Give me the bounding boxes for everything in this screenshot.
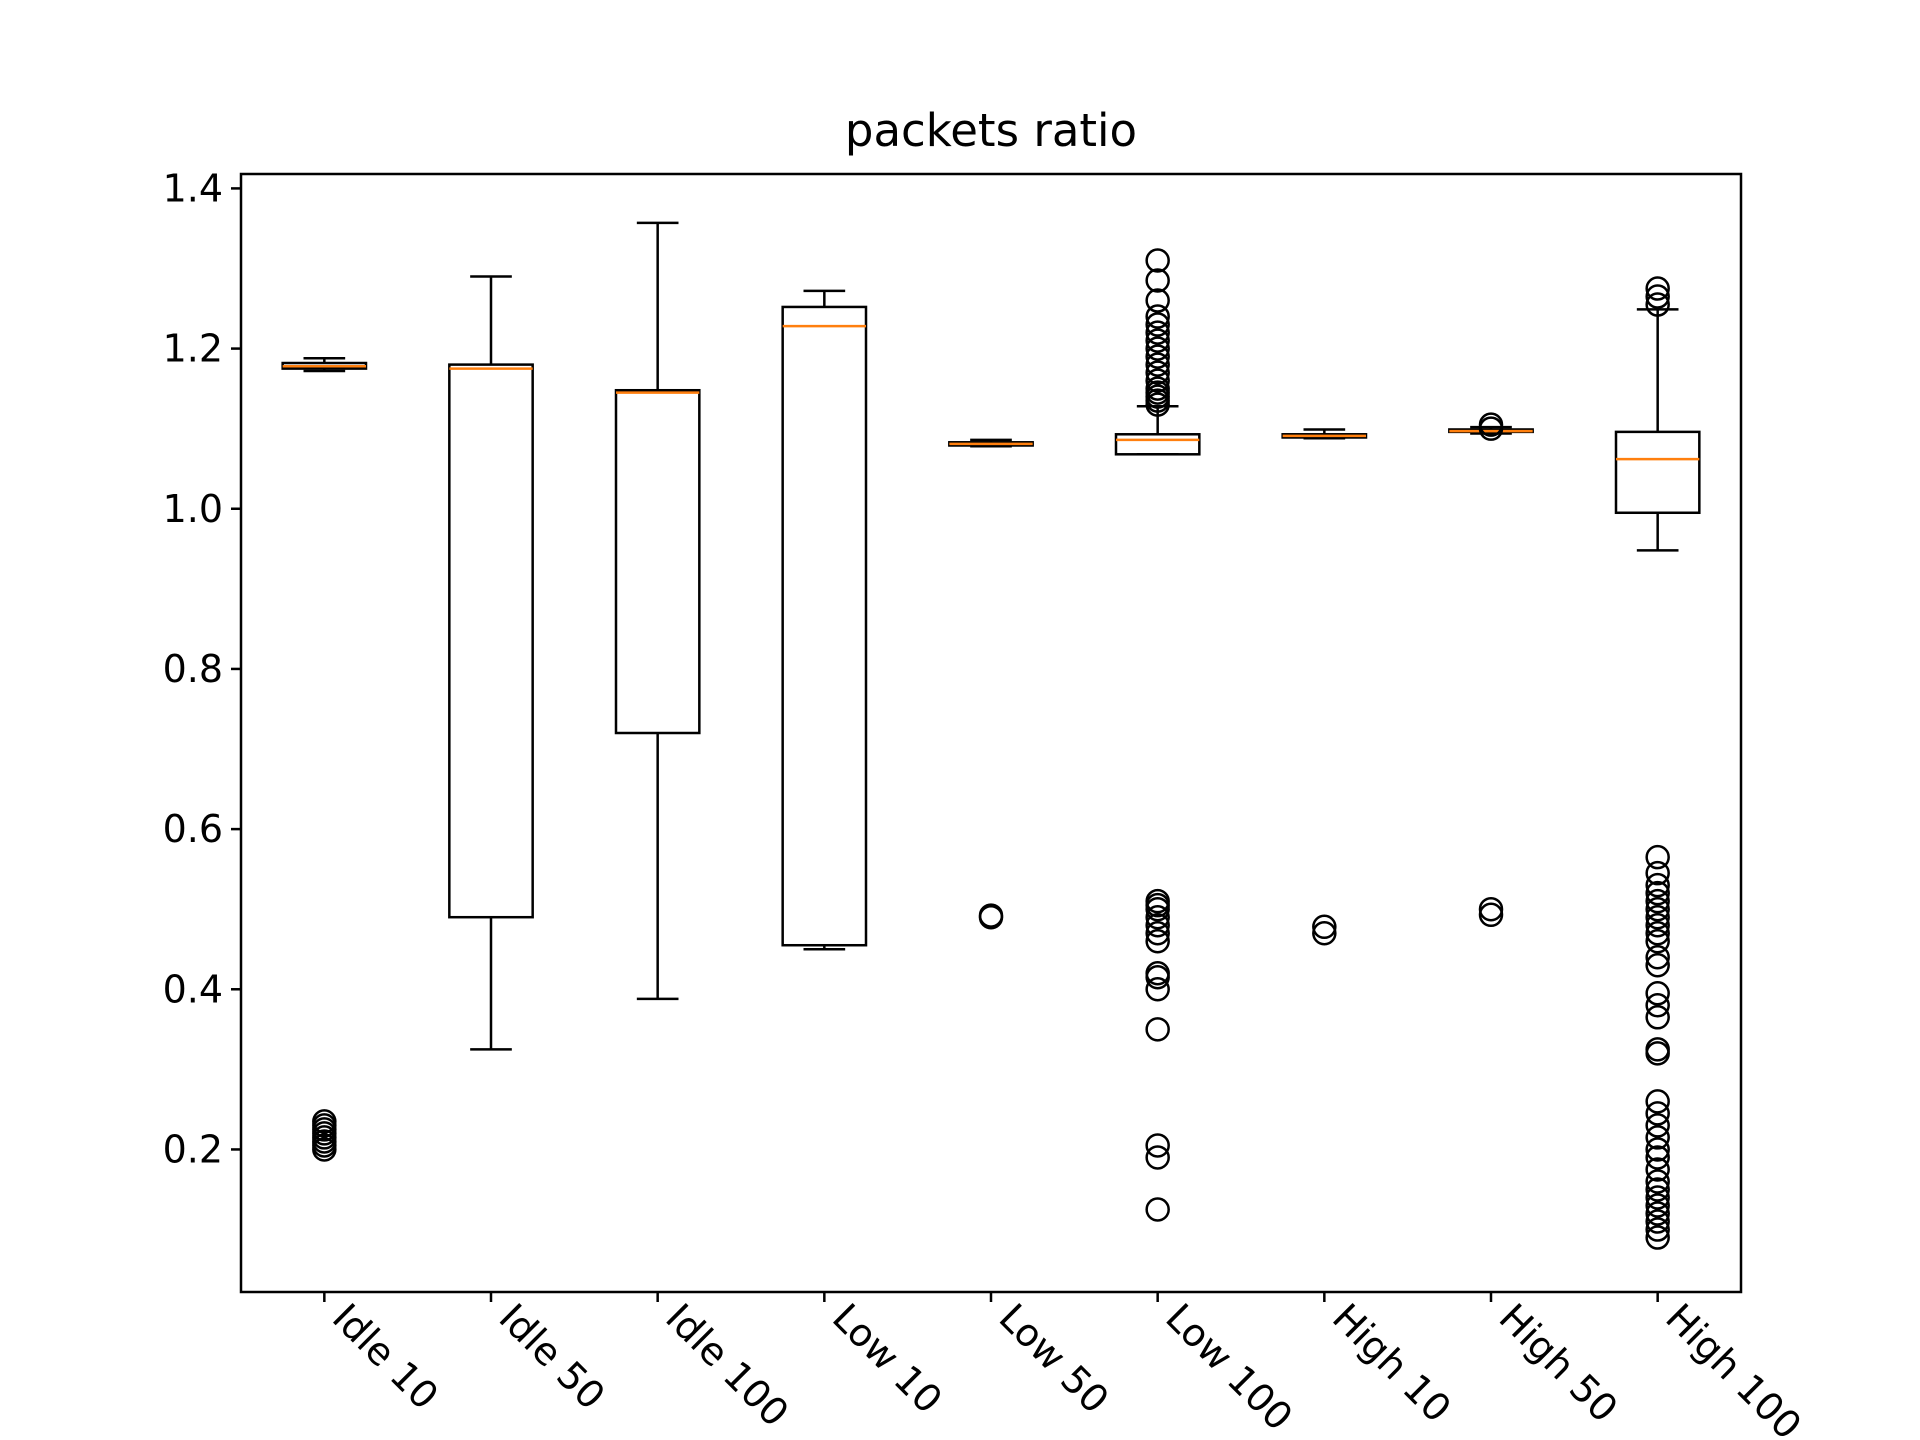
y-tick-label: 0.8 (163, 647, 223, 691)
flier-point (1645, 944, 1670, 970)
flier-point (1145, 288, 1170, 313)
flier-point (978, 903, 1004, 928)
flier-point (312, 1109, 337, 1134)
flier-point (1645, 1113, 1670, 1138)
flier-point (1145, 352, 1170, 377)
flier-point (1645, 1157, 1670, 1182)
flier-point (1645, 1217, 1670, 1242)
flier-point (1145, 376, 1170, 401)
flier-point (1645, 1193, 1670, 1218)
flier-point (1645, 904, 1670, 930)
flier-point (1145, 1133, 1170, 1158)
flier-point (1645, 284, 1670, 309)
flier-point (1145, 912, 1170, 938)
box-group (781, 289, 868, 951)
flier-point (1645, 993, 1670, 1018)
flier-point (1645, 1101, 1670, 1126)
plot-area (281, 221, 1701, 1250)
flier-point (1645, 1125, 1670, 1150)
flier-point (1645, 276, 1670, 301)
flier-point (1645, 1089, 1670, 1114)
flier-point (1645, 1005, 1670, 1030)
flier-point (1645, 844, 1670, 870)
y-tick-label: 1.2 (163, 327, 223, 371)
y-tick-label: 1.0 (163, 487, 223, 531)
box-iqr (1614, 430, 1701, 515)
flier-point (1145, 304, 1170, 329)
box-group (1114, 248, 1201, 1222)
flier-point (1645, 928, 1670, 954)
flier-point (1645, 912, 1670, 938)
flier-point (1145, 328, 1170, 353)
flier-point (1645, 1169, 1670, 1194)
flier-point (1645, 292, 1670, 317)
flier-point (1145, 320, 1170, 345)
flier-point (1145, 312, 1170, 337)
flier-point (1145, 920, 1170, 946)
flier-point (1645, 872, 1670, 898)
flier-point (1645, 896, 1670, 922)
flier-point (1645, 1225, 1670, 1250)
flier-point (1145, 248, 1170, 273)
flier-point (1145, 360, 1170, 385)
box-group (614, 221, 701, 1001)
flier-point (1145, 344, 1170, 369)
flier-point (1645, 1137, 1670, 1162)
flier-point (1145, 904, 1170, 930)
y-tick-label: 0.2 (163, 1127, 223, 1171)
box-group (948, 438, 1034, 930)
flier-point (1478, 902, 1504, 928)
box-iqr (781, 305, 868, 947)
flier-point (1645, 880, 1670, 906)
flier-point (1645, 1037, 1670, 1062)
flier-point (1645, 1145, 1670, 1170)
flier-point (1145, 1145, 1170, 1170)
box-group (1614, 276, 1701, 1250)
flier-point (1645, 1185, 1670, 1210)
flier-point (1645, 920, 1670, 946)
box-iqr (1114, 433, 1201, 456)
flier-point (1145, 268, 1170, 293)
flier-point (1145, 1197, 1170, 1222)
flier-point (1645, 952, 1670, 978)
flier-point (1145, 961, 1170, 986)
box-group (1281, 428, 1368, 946)
box-group (1448, 412, 1534, 928)
flier-point (1145, 928, 1170, 954)
flier-point (1645, 860, 1670, 886)
box-group (281, 356, 368, 1162)
flier-point (1478, 896, 1504, 922)
box-iqr (448, 363, 534, 919)
y-tick-label: 0.4 (163, 967, 223, 1011)
flier-point (1145, 977, 1170, 1002)
y-tick-label: 0.6 (163, 807, 223, 851)
box-group (448, 275, 534, 1051)
chart-title: packets ratio (845, 104, 1137, 157)
flier-point (1645, 1177, 1670, 1202)
y-axis: 0.2 0.4 0.6 0.8 1.0 1.2 1.4 (163, 166, 241, 1171)
flier-point (1145, 1017, 1170, 1042)
flier-point (1645, 888, 1670, 914)
flier-point (1312, 920, 1337, 946)
flier-point (1645, 981, 1670, 1006)
box-iqr (614, 388, 701, 735)
flier-point (1145, 888, 1170, 914)
y-tick-label: 1.4 (163, 166, 223, 210)
flier-point (1312, 914, 1337, 940)
flier-point (1145, 336, 1170, 361)
flier-point (1645, 1209, 1670, 1234)
flier-point (1145, 368, 1170, 393)
flier-point (1645, 1201, 1670, 1226)
flier-point (1478, 412, 1504, 437)
